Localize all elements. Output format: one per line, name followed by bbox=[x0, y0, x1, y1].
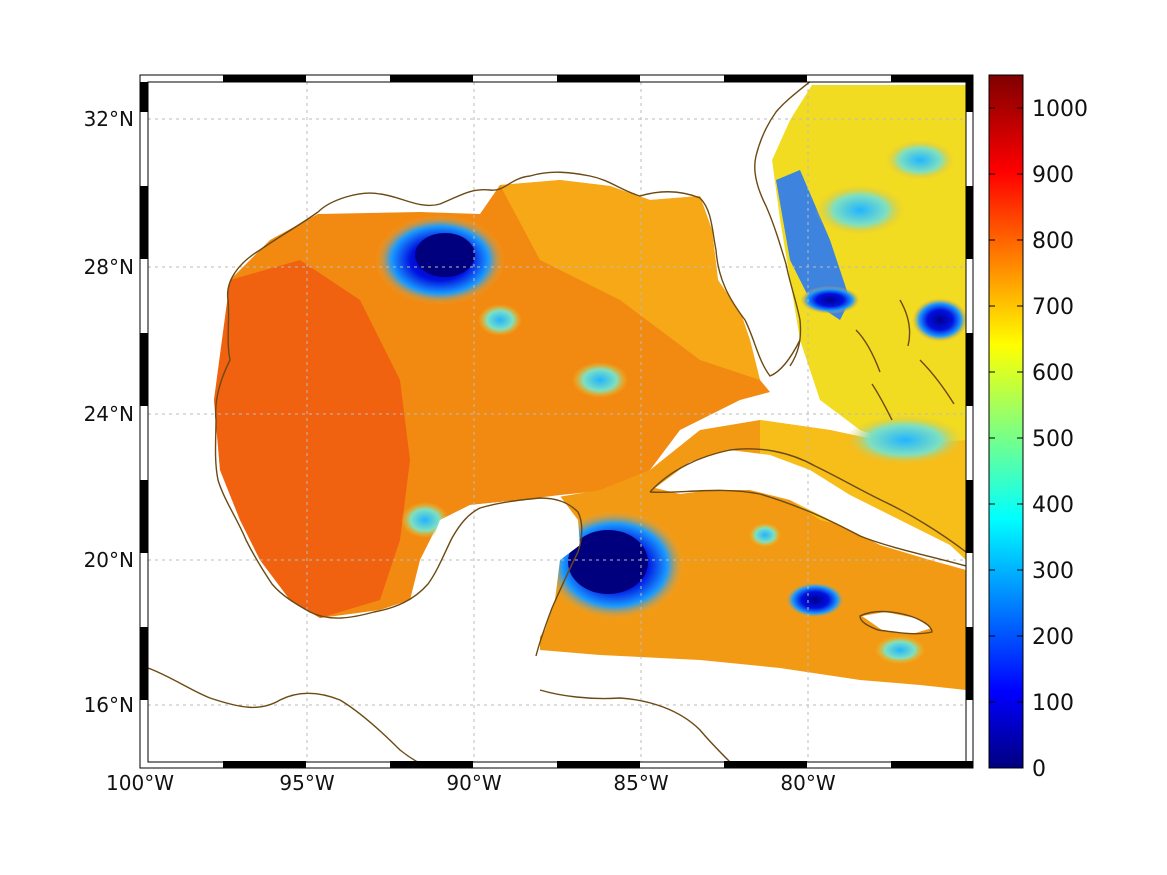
florida-land bbox=[712, 86, 810, 380]
lat-tick-label: 24°N bbox=[84, 402, 134, 426]
lat-tick-label: 28°N bbox=[84, 255, 134, 279]
yucatan-core bbox=[568, 530, 648, 594]
lon-tick-label: 90°W bbox=[446, 771, 501, 795]
caribbean-patch-1 bbox=[785, 582, 845, 618]
cuba-coastline bbox=[649, 448, 966, 567]
atlantic-patch-1 bbox=[815, 185, 905, 235]
west-coastline bbox=[214, 211, 583, 657]
florida-shelf-low bbox=[800, 286, 860, 314]
colorbar-tick-label: 400 bbox=[1032, 493, 1074, 518]
honduras-coastline bbox=[539, 689, 731, 762]
mississippi-core bbox=[415, 233, 475, 277]
coastlines bbox=[148, 82, 966, 762]
gulf-coastline bbox=[317, 171, 801, 377]
jamaica-coastline bbox=[859, 610, 933, 635]
lat-tick-labels: 32°N 28°N 24°N 20°N 16°N bbox=[84, 107, 134, 717]
gulf-patch-1 bbox=[572, 362, 628, 398]
gulf-patch-2 bbox=[478, 304, 522, 336]
colorbar-tick-label: 300 bbox=[1032, 559, 1074, 584]
colorbar-tick-label: 500 bbox=[1032, 427, 1074, 452]
colorbar-gradient bbox=[988, 74, 1024, 769]
colorbar-tick-label: 100 bbox=[1032, 691, 1074, 716]
atlantic-shelf-field bbox=[776, 170, 850, 320]
colorbar-tick-label: 900 bbox=[1032, 163, 1074, 188]
lon-tick-label: 100°W bbox=[106, 771, 174, 795]
bahamas-low bbox=[845, 415, 965, 465]
colorbar-tick-label: 800 bbox=[1032, 229, 1074, 254]
atlantic-patch-2 bbox=[885, 140, 955, 180]
west-gulf-field bbox=[214, 260, 410, 618]
colorbar-tick-label: 0 bbox=[1032, 757, 1046, 782]
caribbean-patch-3 bbox=[875, 636, 925, 664]
caribbean-patch-2 bbox=[749, 523, 781, 547]
central-america-coastline bbox=[148, 667, 420, 762]
map-frame bbox=[139, 74, 974, 769]
east-gulf-field bbox=[500, 180, 760, 380]
lat-tick-label: 32°N bbox=[84, 107, 134, 131]
colorbar-tick-label: 1000 bbox=[1032, 97, 1088, 122]
lon-tick-label: 95°W bbox=[279, 771, 334, 795]
lon-tick-label: 85°W bbox=[613, 771, 668, 795]
lat-tick-label: 16°N bbox=[84, 693, 134, 717]
yucatan-land bbox=[420, 496, 580, 700]
lon-tick-label: 80°W bbox=[780, 771, 835, 795]
colorbar-tick-label: 700 bbox=[1032, 295, 1074, 320]
colorbar-tick-label: 600 bbox=[1032, 361, 1074, 386]
bahamas-coastline bbox=[855, 299, 955, 421]
lat-tick-label: 20°N bbox=[84, 548, 134, 572]
jamaica-land bbox=[862, 612, 932, 634]
cuba-land bbox=[655, 450, 966, 570]
data-field bbox=[214, 85, 966, 700]
bahamas-low-2 bbox=[912, 298, 966, 342]
colorbar-tick-label: 200 bbox=[1032, 625, 1074, 650]
lon-tick-labels: 100°W 95°W 90°W 85°W 80°W bbox=[106, 771, 836, 795]
florida-east-coastline bbox=[754, 82, 811, 367]
